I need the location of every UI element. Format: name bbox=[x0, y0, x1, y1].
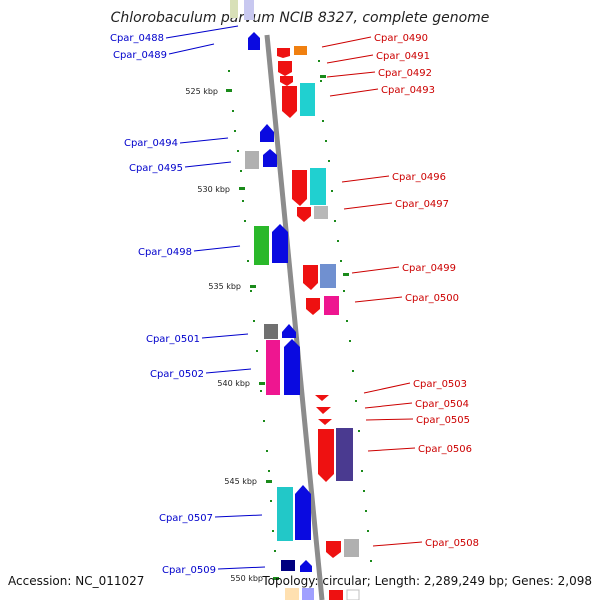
left-label-leaders bbox=[165, 25, 266, 570]
gene-feature bbox=[277, 487, 293, 541]
gene-feature bbox=[326, 541, 341, 558]
gene-label[interactable]: Cpar_0489 bbox=[113, 50, 167, 61]
gene-feature bbox=[295, 485, 311, 540]
gene-feature bbox=[282, 324, 296, 338]
gene-label[interactable]: Cpar_0490 bbox=[374, 33, 428, 44]
gene-feature bbox=[281, 560, 295, 571]
gene-feature bbox=[266, 340, 280, 395]
gene-feature bbox=[282, 86, 297, 118]
tick-label: 540 kbp bbox=[217, 379, 250, 388]
gene-feature bbox=[248, 32, 260, 50]
gene-feature bbox=[254, 226, 269, 265]
gene-feature bbox=[280, 76, 293, 86]
gene-label[interactable]: Cpar_0505 bbox=[416, 415, 470, 426]
gene-feature bbox=[284, 339, 300, 395]
gene-label[interactable]: Cpar_0498 bbox=[138, 247, 192, 258]
gene-feature bbox=[329, 590, 343, 600]
reverse-strand-genes bbox=[230, 0, 314, 600]
gene-feature bbox=[315, 395, 329, 401]
gene-label[interactable]: Cpar_0494 bbox=[124, 138, 178, 149]
gene-feature bbox=[318, 429, 334, 482]
genome-title: Chlorobaculum parvum NCIB 8327, complete… bbox=[110, 10, 490, 26]
right-label-leaders bbox=[321, 36, 423, 547]
gene-label[interactable]: Cpar_0503 bbox=[413, 379, 467, 390]
gene-label[interactable]: Cpar_0488 bbox=[110, 33, 164, 44]
genome-backbone bbox=[264, 34, 325, 600]
gene-label[interactable]: Cpar_0491 bbox=[376, 51, 430, 62]
guide-dots-right bbox=[318, 60, 372, 562]
forward-strand-genes bbox=[277, 46, 360, 600]
gene-feature bbox=[324, 296, 339, 315]
gene-label[interactable]: Cpar_0501 bbox=[146, 334, 200, 345]
tick-label: 550 kbp bbox=[230, 574, 263, 583]
gene-label[interactable]: Cpar_0499 bbox=[402, 263, 456, 274]
gene-feature bbox=[306, 298, 320, 315]
gene-label[interactable]: Cpar_0502 bbox=[150, 369, 204, 380]
gene-feature bbox=[303, 265, 318, 290]
tick-label: 530 kbp bbox=[197, 185, 230, 194]
gene-feature bbox=[344, 539, 359, 557]
gene-feature bbox=[316, 407, 331, 414]
gene-label[interactable]: Cpar_0497 bbox=[395, 199, 449, 210]
gene-feature bbox=[346, 589, 360, 600]
tick-label: 525 kbp bbox=[185, 87, 218, 96]
gene-feature bbox=[300, 560, 312, 572]
gene-feature bbox=[310, 168, 326, 205]
gene-feature bbox=[245, 151, 259, 169]
accession-text: Accession: NC_011027 bbox=[8, 574, 145, 588]
gene-label[interactable]: Cpar_0509 bbox=[162, 565, 216, 576]
gene-label[interactable]: Cpar_0496 bbox=[392, 172, 446, 183]
gene-feature bbox=[292, 170, 307, 206]
gene-feature bbox=[300, 83, 315, 116]
gene-feature bbox=[297, 207, 311, 222]
right-gene-labels: Cpar_0490 Cpar_0491 Cpar_0492 Cpar_0493 … bbox=[374, 33, 479, 549]
gene-label[interactable]: Cpar_0492 bbox=[378, 68, 432, 79]
gene-feature bbox=[302, 588, 314, 600]
gene-feature bbox=[318, 419, 332, 425]
gene-feature bbox=[314, 206, 328, 219]
gene-feature bbox=[244, 0, 254, 20]
kbp-tick-marks bbox=[226, 75, 349, 580]
gene-feature bbox=[260, 124, 274, 142]
tick-label: 545 kbp bbox=[224, 477, 257, 486]
tick-label: 535 kbp bbox=[208, 282, 241, 291]
left-gene-labels: Cpar_0488 Cpar_0489 Cpar_0494 Cpar_0495 … bbox=[110, 33, 216, 576]
gene-feature bbox=[336, 428, 353, 481]
gene-label[interactable]: Cpar_0504 bbox=[415, 399, 469, 410]
gene-feature bbox=[285, 588, 299, 600]
gene-label[interactable]: Cpar_0508 bbox=[425, 538, 479, 549]
gene-label[interactable]: Cpar_0493 bbox=[381, 85, 435, 96]
gene-label[interactable]: Cpar_0507 bbox=[159, 513, 213, 524]
gene-feature bbox=[230, 0, 238, 18]
gene-feature bbox=[264, 324, 278, 339]
gene-label[interactable]: Cpar_0495 bbox=[129, 163, 183, 174]
gene-label[interactable]: Cpar_0506 bbox=[418, 444, 472, 455]
gene-feature bbox=[272, 224, 288, 263]
gene-feature bbox=[294, 46, 307, 55]
genome-summary-text: Topology: circular; Length: 2,289,249 bp… bbox=[262, 574, 592, 588]
gene-feature bbox=[278, 61, 292, 76]
gene-label[interactable]: Cpar_0500 bbox=[405, 293, 459, 304]
gene-feature bbox=[263, 149, 277, 167]
gene-feature bbox=[277, 48, 290, 58]
gene-feature bbox=[320, 264, 336, 288]
